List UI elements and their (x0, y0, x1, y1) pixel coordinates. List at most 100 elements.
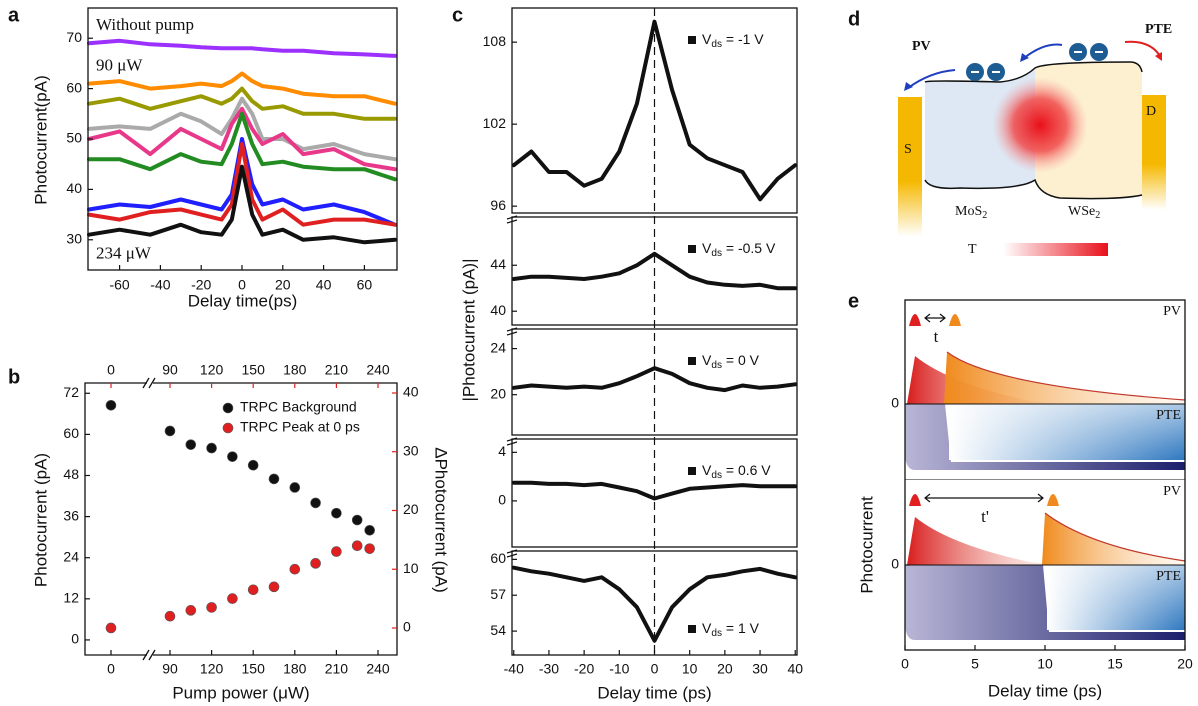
legend-marker (688, 36, 696, 44)
y-axis-label: Photocurrent(pA) (31, 75, 50, 204)
y-tick-label: 0 (71, 631, 79, 647)
y-axis-label: Photocurrent (pA) (31, 453, 50, 587)
panel-letter: e (848, 290, 859, 312)
wse2-label-part: 2 (1095, 210, 1100, 221)
data-point (105, 622, 117, 634)
y-tick-label: 0 (498, 492, 506, 508)
delay-label: t (934, 327, 939, 346)
y-tick-label: 36 (63, 507, 79, 523)
legend-label-part: = -0.5 V (722, 240, 776, 256)
x2-tick-label: 210 (325, 362, 349, 378)
data-line (511, 366, 798, 393)
axis-break (142, 377, 156, 389)
data-point (164, 610, 176, 622)
legend-label: Vds = 1 V (702, 620, 760, 639)
series-label: 90 μW (96, 55, 143, 74)
mos2-label-part: MoS (955, 204, 982, 219)
legend-label: TRPC Peak at 0 ps (240, 419, 360, 435)
x-tick-label: 150 (242, 661, 266, 677)
data-line (87, 137, 397, 227)
hot-spot (992, 77, 1088, 173)
data-line (511, 480, 798, 501)
pte-shade (1047, 565, 1185, 630)
data-line (87, 96, 397, 162)
panel-letter: c (452, 4, 463, 26)
x-tick-label: 20 (1177, 656, 1193, 672)
y-tick-label: 54 (490, 622, 506, 638)
axis-break (506, 437, 518, 446)
y-tick-label: 96 (490, 197, 506, 213)
legend-label: Vds = 0 V (702, 352, 760, 371)
pv-label: PV (1163, 484, 1181, 499)
data-point (364, 525, 375, 536)
x-tick-label: -20 (191, 277, 211, 293)
data-line (87, 71, 397, 106)
y-tick-label: 4 (498, 443, 506, 459)
axis-break (506, 215, 518, 224)
transfer-arrowhead (1020, 53, 1029, 62)
x-tick-label: -60 (109, 277, 129, 293)
data-point (206, 602, 217, 613)
series-label: Without pump (96, 15, 194, 34)
y2-tick-label: 30 (403, 442, 419, 458)
pump-pulse (909, 494, 921, 506)
data-line (87, 86, 397, 121)
x2-tick-label: 240 (366, 362, 390, 378)
panel-letter: b (8, 366, 20, 388)
pte-arrowhead (1155, 52, 1162, 61)
x-tick-label: -40 (504, 661, 524, 677)
x-tick-label: 0 (651, 661, 659, 677)
pte-label: PTE (1156, 408, 1181, 423)
x2-tick-label: 120 (200, 362, 224, 378)
x-tick-label: 40 (316, 277, 332, 293)
data-line (87, 38, 397, 58)
y2-tick-label: 10 (403, 560, 419, 576)
legend-label-part: ds (711, 360, 722, 371)
y-tick-label: 60 (490, 550, 506, 566)
legend-marker (222, 402, 234, 414)
x-tick-label: 180 (283, 661, 307, 677)
legend-marker (222, 422, 234, 434)
panel-letter: d (848, 8, 860, 30)
panel-letter: a (8, 4, 20, 26)
x-tick-label: 10 (1037, 656, 1053, 672)
x-tick-label: 240 (366, 661, 390, 677)
legend-label-part: V (702, 462, 712, 478)
pte-hot (905, 404, 1185, 470)
y-tick-label: 50 (66, 130, 82, 146)
data-point (268, 473, 280, 485)
x-tick-label: 5 (971, 656, 979, 672)
y2-tick-label: 20 (403, 501, 419, 517)
data-line (87, 164, 397, 245)
y-tick-label: 72 (63, 384, 79, 400)
drain-label: D (1146, 104, 1156, 119)
pte-label: PTE (1156, 569, 1181, 584)
legend-label-part: ds (711, 628, 722, 639)
probe-pulse (949, 314, 961, 326)
y2-axis-label: ΔPhotocurrent (pA) (432, 447, 451, 593)
pv-label: PV (1163, 304, 1181, 319)
x-tick-label: 10 (682, 661, 698, 677)
x-tick-label: 40 (787, 661, 803, 677)
x-axis-label: Delay time (ps) (988, 681, 1102, 700)
x2-tick-label: 180 (283, 362, 307, 378)
data-point (331, 546, 342, 557)
y2-tick-label: 0 (403, 619, 411, 635)
data-point (310, 558, 321, 569)
y-tick-label: 24 (63, 548, 79, 564)
data-point (105, 399, 117, 411)
legend-label-part: = 0.6 V (722, 462, 771, 478)
x-axis-label: Delay time (ps) (597, 683, 711, 702)
legend-marker (688, 625, 696, 633)
data-line (511, 251, 798, 291)
x-tick-label: 120 (200, 661, 224, 677)
x-tick-label: 0 (901, 656, 909, 672)
pv-response (944, 352, 1185, 404)
y-tick-label: 48 (63, 466, 79, 482)
y-axis-label: Photocurrent (857, 496, 876, 594)
data-point (206, 442, 217, 454)
pte-arrow (1124, 40, 1161, 57)
source-label: S (904, 142, 912, 157)
data-line (87, 142, 397, 227)
